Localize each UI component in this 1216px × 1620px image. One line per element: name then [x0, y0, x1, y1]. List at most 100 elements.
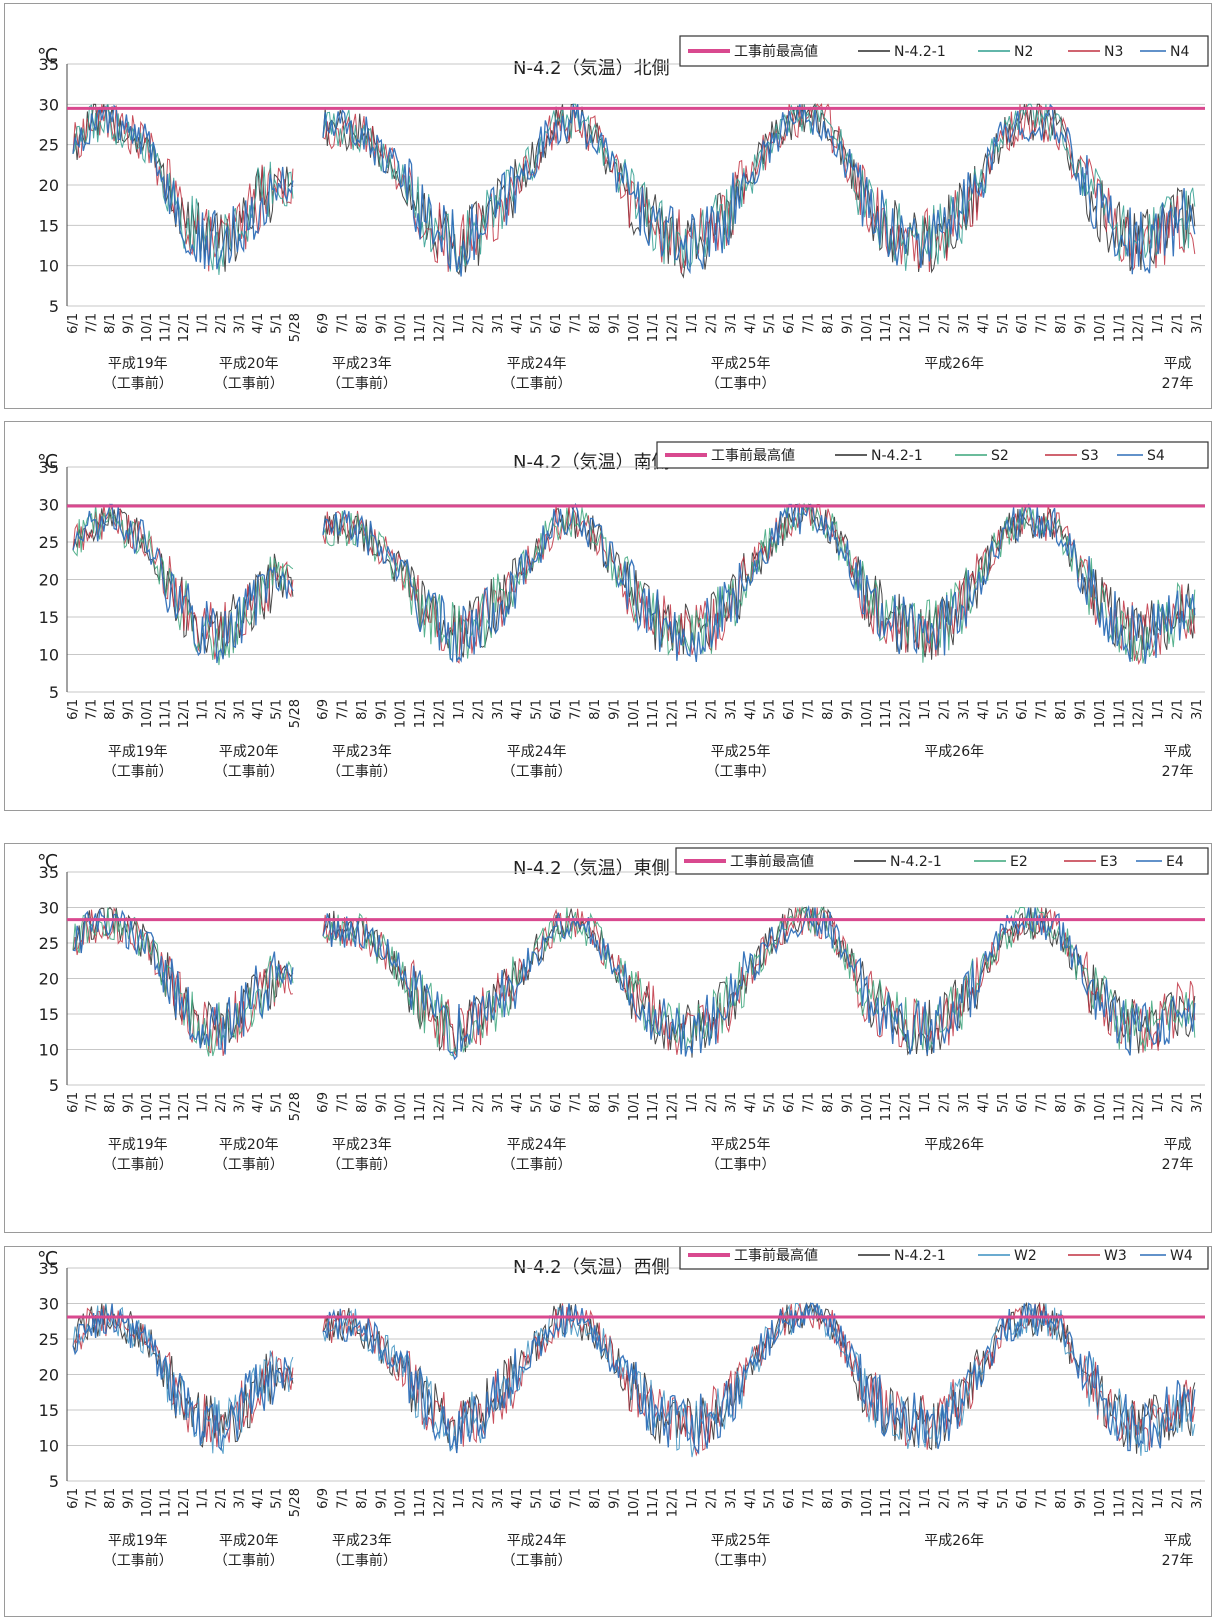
x-tick-label: 11/1 [879, 1092, 894, 1121]
period-label: 平成26年 [924, 1533, 984, 1549]
x-tick-label: 8/1 [355, 1092, 370, 1113]
x-tick-label: 8/1 [103, 313, 118, 334]
x-tick-label: 11/1 [879, 699, 894, 728]
x-tick-label: 5/1 [270, 1488, 285, 1509]
x-tick-label: 3/1 [724, 1488, 739, 1509]
legend-box [679, 1247, 1209, 1270]
period-sublabel: 27年 [1162, 376, 1194, 392]
x-tick-label: 10/1 [627, 1092, 642, 1121]
x-tick-label: 1/1 [1151, 1488, 1166, 1509]
series-line-N-4.2-1 [322, 103, 1196, 279]
x-tick-label: 3/1 [1190, 1488, 1205, 1509]
x-tick-label: 9/1 [1073, 699, 1088, 720]
x-tick-label: 9/1 [1073, 313, 1088, 334]
series-line-N2 [72, 104, 294, 275]
x-tick-label: 1/1 [452, 313, 467, 334]
y-tick-label: 30 [39, 95, 59, 114]
period-label: 平成25年 [711, 744, 771, 760]
x-tick-label: 7/1 [568, 699, 583, 720]
series-line-S4 [72, 503, 294, 664]
x-tick-label: 4/1 [510, 1092, 525, 1113]
x-tick-label: 11/1 [1112, 699, 1127, 728]
period-sublabel: （工事前） [327, 763, 397, 780]
x-tick-label: 9/1 [840, 699, 855, 720]
x-tick-label: 10/1 [394, 313, 409, 342]
x-tick-label: 3/1 [491, 699, 506, 720]
x-tick-label: 7/1 [802, 1092, 817, 1113]
y-tick-label: 35 [39, 863, 59, 882]
x-tick-label: 12/1 [177, 1092, 192, 1121]
x-tick-label: 12/1 [899, 699, 914, 728]
x-tick-label: 6/1 [1015, 313, 1030, 334]
x-tick-label: 8/1 [103, 1092, 118, 1113]
series-line-N-4.2-1 [72, 508, 294, 658]
x-tick-label: 2/1 [938, 1092, 953, 1113]
x-tick-label: 11/1 [646, 1488, 661, 1517]
period-sublabel: （工事前） [502, 375, 572, 392]
x-tick-label: 11/1 [159, 313, 174, 342]
x-tick-label: 7/1 [335, 1092, 350, 1113]
legend-label: N-4.2-1 [894, 44, 946, 60]
x-tick-label: 7/1 [335, 313, 350, 334]
series-line-E4 [72, 909, 294, 1055]
x-tick-label: 1/1 [685, 313, 700, 334]
x-tick-label: 9/1 [374, 699, 389, 720]
series-line-N3 [72, 104, 294, 272]
x-tick-label: 9/1 [607, 699, 622, 720]
x-tick-label: 6/9 [316, 313, 331, 334]
x-tick-label: 8/1 [103, 699, 118, 720]
legend-label: 工事前最高値 [734, 43, 818, 60]
x-tick-label: 2/1 [1171, 1488, 1186, 1509]
x-tick-label: 5/1 [763, 1488, 778, 1509]
y-tick-label: 25 [39, 1330, 59, 1349]
unit-label: ℃ [37, 451, 58, 473]
period-label: 平成23年 [332, 1137, 392, 1153]
legend-label: E4 [1166, 854, 1184, 870]
x-tick-label: 2/1 [938, 313, 953, 334]
x-tick-label: 9/1 [607, 1092, 622, 1113]
x-tick-label: 10/1 [394, 699, 409, 728]
period-label: 平成 [1164, 744, 1192, 760]
x-tick-label: 2/1 [471, 699, 486, 720]
x-tick-label: 11/1 [413, 699, 428, 728]
x-tick-label: 9/1 [840, 1488, 855, 1509]
x-tick-label: 8/1 [821, 699, 836, 720]
x-tick-label: 10/1 [140, 1488, 155, 1517]
y-tick-label: 25 [39, 934, 59, 953]
period-label: 平成20年 [219, 1533, 279, 1549]
legend-box [656, 441, 1209, 469]
x-tick-label: 6/1 [1015, 699, 1030, 720]
y-tick-label: 30 [39, 899, 59, 918]
period-label: 平成23年 [332, 1533, 392, 1549]
x-tick-label: 10/1 [627, 699, 642, 728]
series-line-S4 [322, 502, 1196, 664]
x-tick-label: 1/1 [196, 699, 211, 720]
x-tick-label: 9/1 [607, 1488, 622, 1509]
x-tick-label: 7/1 [802, 699, 817, 720]
period-label: 平成26年 [924, 356, 984, 372]
x-tick-label: 4/1 [743, 699, 758, 720]
period-sublabel: （工事前） [327, 375, 397, 392]
series-line-N3 [322, 103, 1196, 274]
x-tick-label: 11/1 [646, 313, 661, 342]
x-tick-label: 7/1 [85, 1488, 100, 1509]
period-label: 平成24年 [507, 1137, 567, 1153]
x-tick-label: 11/1 [413, 1488, 428, 1517]
x-tick-label: 1/1 [1151, 1092, 1166, 1113]
x-tick-label: 7/1 [1035, 699, 1050, 720]
x-tick-label: 6/1 [549, 1488, 564, 1509]
x-tick-label: 12/1 [1132, 699, 1147, 728]
x-tick-label: 2/1 [704, 313, 719, 334]
y-tick-label: 15 [39, 1401, 59, 1420]
x-tick-label: 4/1 [251, 1488, 266, 1509]
y-tick-label: 5 [49, 683, 59, 702]
x-tick-label: 9/1 [122, 1092, 137, 1113]
x-tick-label: 5/1 [996, 1488, 1011, 1509]
period-label: 平成23年 [332, 744, 392, 760]
x-tick-label: 1/1 [452, 699, 467, 720]
x-tick-label: 2/1 [214, 1488, 229, 1509]
x-tick-label: 2/1 [1171, 1092, 1186, 1113]
period-label: 平成20年 [219, 356, 279, 372]
x-tick-label: 7/1 [335, 699, 350, 720]
period-sublabel: （工事前） [502, 1156, 572, 1173]
